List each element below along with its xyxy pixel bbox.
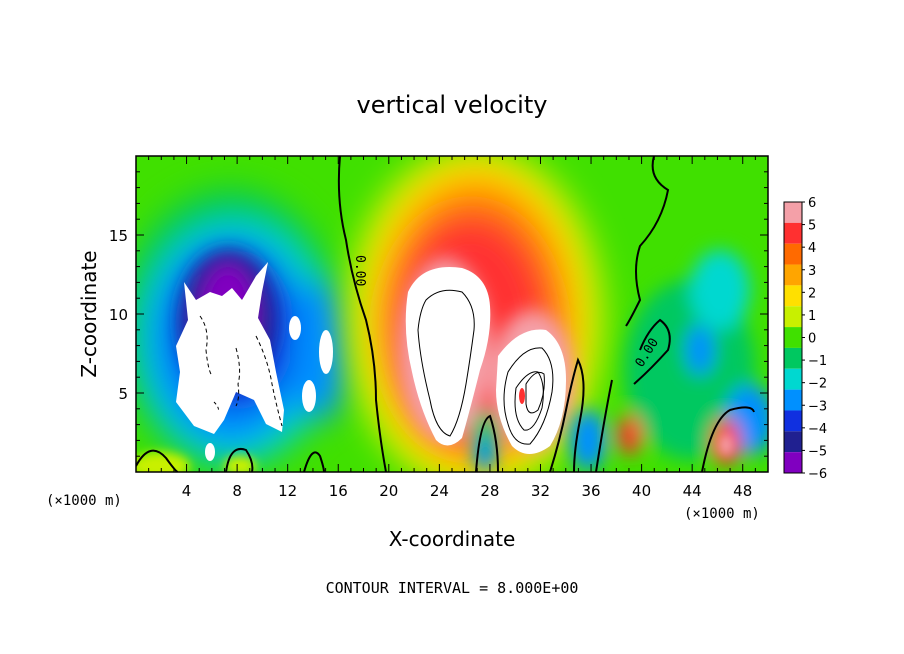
colorbar-label: −2 <box>808 377 827 392</box>
colorbar-label: 2 <box>808 286 816 301</box>
colorbar-swatch <box>784 327 802 348</box>
colorbar-swatch <box>784 389 802 411</box>
colorbar-swatch <box>784 452 802 473</box>
colorbar-swatch <box>784 285 802 307</box>
x-tick-label: 36 <box>581 482 600 500</box>
y-tick-label: 5 <box>118 385 128 403</box>
x-tick-label: 20 <box>379 482 398 500</box>
y-axis-label: Z-coordinate <box>77 250 101 377</box>
colorbar-swatch <box>784 243 802 265</box>
colorbar-label: −1 <box>808 354 827 369</box>
colorbar-label: −6 <box>808 467 827 482</box>
colorbar-label: 4 <box>808 241 816 256</box>
x-axis-label: X-coordinate <box>389 527 516 551</box>
colorbar-label: −5 <box>808 444 827 459</box>
x-tick-label: 32 <box>531 482 550 500</box>
x-tick-label: 8 <box>232 482 242 500</box>
x-tick-label: 44 <box>683 482 702 500</box>
colorbar-swatch <box>784 347 802 369</box>
x-tick-label: 24 <box>430 482 449 500</box>
colorbar-swatch <box>784 368 802 390</box>
colorbar <box>783 201 805 474</box>
colorbar-label: 6 <box>808 196 816 211</box>
colorbar-label: 1 <box>808 309 816 324</box>
contour-interval-note: CONTOUR INTERVAL = 8.000E+00 <box>326 579 579 597</box>
colorbar-label: 3 <box>808 264 816 279</box>
heatmap-field <box>136 156 768 472</box>
colorbar-swatch <box>784 202 802 223</box>
x-tick-label: 48 <box>733 482 752 500</box>
contour-label: 0.00 <box>352 255 367 286</box>
x-tick-label: 16 <box>329 482 348 500</box>
y-tick-label: 15 <box>109 227 128 245</box>
colorbar-label: 0 <box>808 332 816 347</box>
colorbar-swatch <box>784 264 802 286</box>
colorbar-swatch <box>784 410 802 432</box>
y-tick-label: 10 <box>109 306 128 324</box>
colorbar-label: −3 <box>808 399 827 414</box>
colorbar-swatch <box>784 431 802 453</box>
x-tick-label: 12 <box>278 482 297 500</box>
colorbar-swatch <box>784 306 802 328</box>
colorbar-label: −4 <box>808 422 827 437</box>
colorbar-label: 5 <box>808 219 816 234</box>
contour-lines <box>136 156 755 472</box>
x-tick-label: 28 <box>480 482 499 500</box>
x-unit-label-right: (×1000 m) <box>684 506 760 522</box>
x-tick-label: 4 <box>182 482 192 500</box>
x-unit-label-left: (×1000 m) <box>46 493 122 509</box>
x-tick-label: 40 <box>632 482 651 500</box>
colorbar-labels: 6 5 4 3 2 1 0 −1 −2 −3 −4 −5 −6 <box>808 196 827 482</box>
axis-ticks <box>136 156 768 472</box>
chart-title: vertical velocity <box>357 91 548 119</box>
colorbar-swatch <box>784 222 802 244</box>
